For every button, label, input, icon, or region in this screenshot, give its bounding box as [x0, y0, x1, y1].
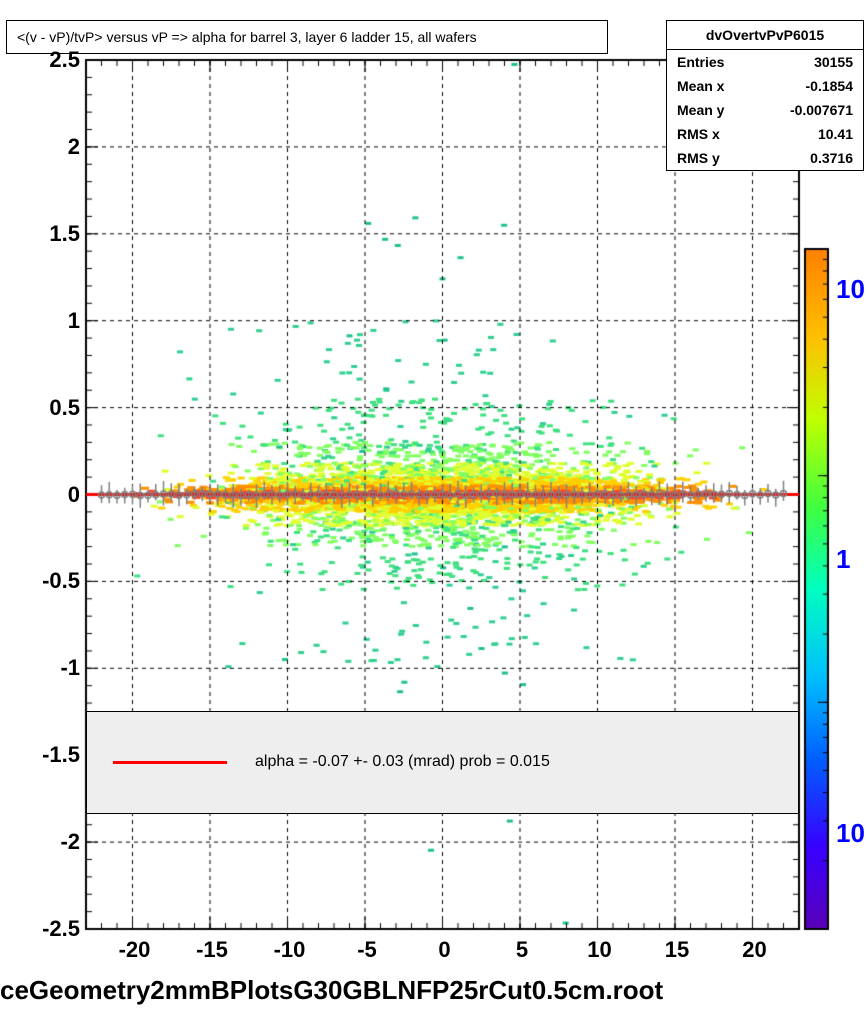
stats-label: RMS y: [677, 150, 720, 166]
stats-value: 30155: [814, 54, 853, 70]
colorbar-tick-label: 10: [836, 818, 865, 849]
stats-value: 0.3716: [810, 150, 853, 166]
y-tick-label: -2: [60, 829, 80, 855]
chart-container: <(v - vP)/tvP> versus vP => alpha for ba…: [0, 0, 867, 1013]
stats-label: RMS x: [677, 126, 720, 142]
y-tick-label: -0.5: [42, 568, 80, 594]
stats-label: Mean x: [677, 78, 724, 94]
y-tick-label: 0: [68, 482, 80, 508]
chart-title-box: <(v - vP)/tvP> versus vP => alpha for ba…: [6, 20, 608, 54]
y-tick-label: -1: [60, 655, 80, 681]
stats-row: RMS x 10.41: [667, 122, 863, 146]
stats-value: 10.41: [818, 126, 853, 142]
y-tick-label: 1: [68, 308, 80, 334]
stats-label: Mean y: [677, 102, 724, 118]
x-tick-label: -20: [115, 937, 155, 963]
y-tick-label: 2.5: [49, 47, 80, 73]
stats-row: Mean x -0.1854: [667, 74, 863, 98]
x-tick-label: 5: [502, 937, 542, 963]
legend-fit-line-sample: [113, 761, 227, 764]
x-tick-label: -10: [270, 937, 310, 963]
stats-title: dvOvertvPvP6015: [667, 21, 863, 50]
legend-box: alpha = -0.07 +- 0.03 (mrad) prob = 0.01…: [86, 711, 799, 814]
stats-label: Entries: [677, 54, 724, 70]
colorbar-tick-label: 1: [836, 544, 850, 575]
stats-row: Mean y -0.007671: [667, 98, 863, 122]
x-tick-label: 20: [735, 937, 775, 963]
y-tick-label: 1.5: [49, 221, 80, 247]
chart-title: <(v - vP)/tvP> versus vP => alpha for ba…: [17, 29, 477, 45]
footer-filename: ceGeometry2mmBPlotsG30GBLNFP25rCut0.5cm.…: [0, 975, 663, 1006]
y-tick-label: -2.5: [42, 916, 80, 942]
y-tick-label: 0.5: [49, 395, 80, 421]
x-tick-label: 15: [657, 937, 697, 963]
y-tick-label: 2: [68, 134, 80, 160]
x-tick-label: -15: [192, 937, 232, 963]
stats-box: dvOvertvPvP6015 Entries 30155 Mean x -0.185…: [666, 20, 864, 171]
stats-value: -0.007671: [790, 102, 853, 118]
y-tick-label: -1.5: [42, 742, 80, 768]
legend-text: alpha = -0.07 +- 0.03 (mrad) prob = 0.01…: [255, 753, 550, 771]
stats-value: -0.1854: [806, 78, 853, 94]
stats-row: RMS y 0.3716: [667, 146, 863, 170]
colorbar-tick-label: 10: [836, 274, 865, 305]
stats-row: Entries 30155: [667, 50, 863, 74]
x-tick-label: 10: [580, 937, 620, 963]
x-tick-label: 0: [425, 937, 465, 963]
x-tick-label: -5: [347, 937, 387, 963]
